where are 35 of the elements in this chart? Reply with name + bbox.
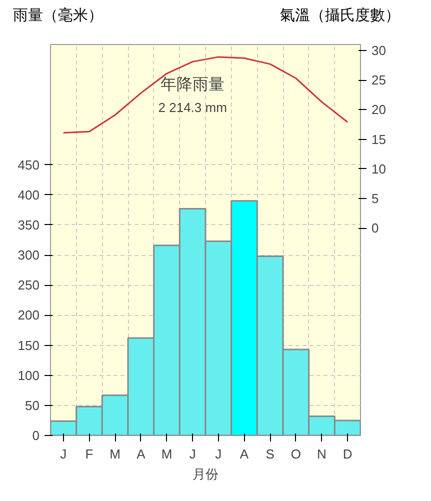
x-tick-label: J — [60, 446, 67, 462]
y-tick-label: 250 — [18, 278, 40, 293]
x-tick-label: D — [342, 446, 352, 462]
y-tick-label: 400 — [18, 187, 40, 202]
x-tick-label: F — [85, 446, 94, 462]
y-tick-label: 350 — [18, 217, 40, 232]
x-tick-label: O — [290, 446, 301, 462]
y2-axis-title: 氣溫（攝氏度數） — [280, 5, 400, 26]
x-axis-title: 月份 — [192, 466, 218, 482]
annotation: 年降雨量 — [160, 76, 225, 94]
line-series — [62, 56, 348, 134]
y2-tick-label: 30 — [372, 42, 386, 58]
y2-tick-label: 15 — [372, 132, 386, 147]
y2-tick-label: 5 — [372, 191, 379, 206]
x-tick-label: J — [215, 446, 222, 462]
x-tick-label: M — [110, 446, 121, 462]
x-tick-label: A — [240, 446, 249, 462]
y-tick-label: 200 — [18, 308, 40, 323]
y-tick-label: 50 — [25, 398, 40, 413]
x-tick-label: N — [317, 446, 326, 462]
y-tick-label: 450 — [18, 157, 40, 172]
x-tick-label: M — [161, 446, 172, 462]
y-tick-label: 150 — [18, 338, 40, 353]
y2-tick-label: 20 — [372, 102, 386, 118]
x-tick-label: S — [266, 446, 275, 462]
x-tick-label: A — [136, 446, 146, 462]
annotation: 2 214.3 mm — [158, 100, 227, 115]
y2-tick-label: 10 — [372, 161, 386, 176]
y2-tick-label: 25 — [372, 72, 386, 88]
y2-tick-label: 0 — [372, 220, 379, 236]
y-tick-label: 0 — [32, 428, 40, 443]
y-axis-title: 雨量（毫米） — [13, 5, 103, 26]
x-tick-label: J — [189, 446, 196, 462]
y-tick-label: 100 — [18, 368, 40, 383]
y-tick-label: 300 — [18, 248, 40, 263]
